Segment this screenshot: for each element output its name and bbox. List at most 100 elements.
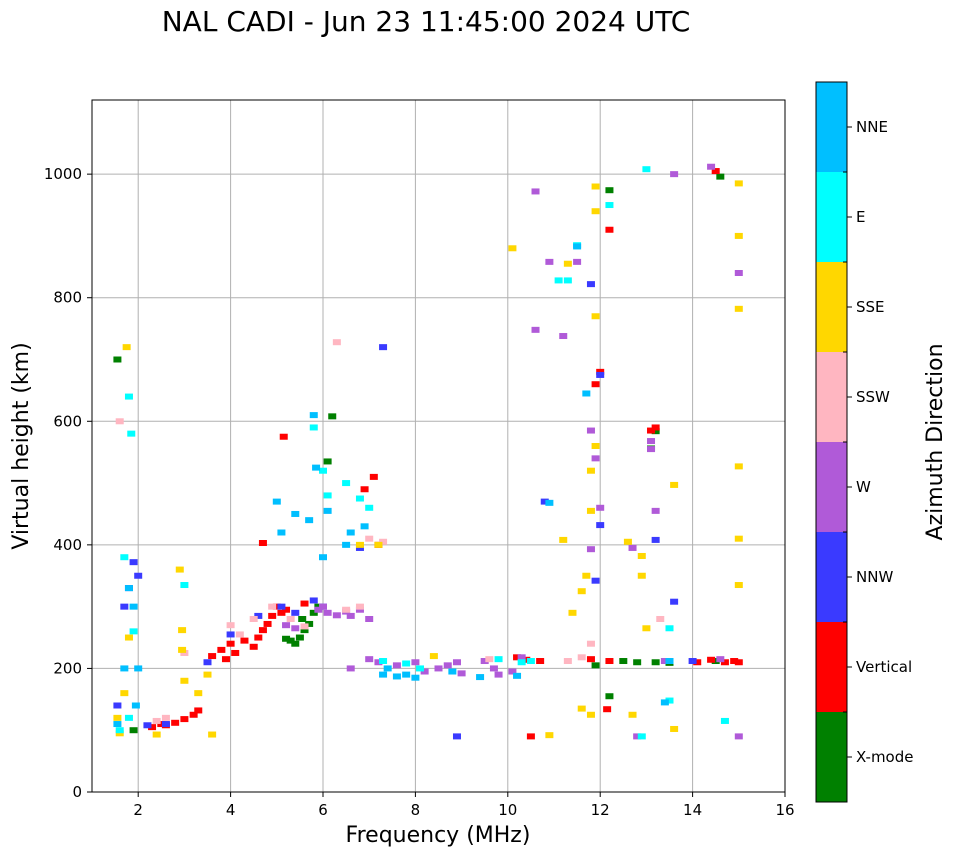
x-axis-label: Frequency (MHz) xyxy=(346,823,531,848)
data-point-nnw xyxy=(651,536,660,543)
data-point-vertical xyxy=(360,486,369,493)
data-point-vertical xyxy=(268,612,277,619)
data-point-w xyxy=(443,662,452,669)
data-point-sse xyxy=(208,731,217,738)
data-point-x-mode xyxy=(129,727,138,734)
y-tick-label: 400 xyxy=(53,536,82,554)
data-point-w xyxy=(365,616,374,622)
data-point-nnw xyxy=(540,498,549,505)
data-point-vertical xyxy=(277,609,286,616)
data-point-w xyxy=(660,658,669,665)
data-point-w xyxy=(480,658,489,665)
data-point-nne xyxy=(665,658,674,665)
data-point-vertical xyxy=(369,473,378,480)
data-point-nne xyxy=(113,721,122,728)
plot-frame xyxy=(91,99,786,793)
data-point-e xyxy=(319,467,327,474)
data-point-sse xyxy=(637,552,646,559)
data-point-vertical xyxy=(693,659,702,666)
data-point-nne xyxy=(392,673,401,680)
chart-title: NAL CADI - Jun 23 11:45:00 2024 UTC xyxy=(162,5,691,38)
data-point-w xyxy=(355,606,364,613)
data-point-nne xyxy=(379,671,388,678)
data-point-x-mode xyxy=(651,659,660,666)
data-point-e xyxy=(402,660,411,667)
data-point-e xyxy=(323,492,332,499)
data-point-nnw xyxy=(113,702,122,709)
data-point-sse xyxy=(120,690,129,697)
data-point-nnw xyxy=(379,344,388,351)
data-point-e xyxy=(355,495,364,502)
data-point-nne xyxy=(272,498,281,505)
data-point-x-mode xyxy=(591,662,600,669)
data-point-nnw xyxy=(134,572,143,579)
x-axis-ticks: 2 4 6 8 10 12 14 16 xyxy=(133,792,795,819)
data-point-vertical xyxy=(279,433,288,440)
data-point-sse xyxy=(203,671,212,678)
data-point-vertical xyxy=(263,620,272,627)
data-point-nnw xyxy=(120,603,129,610)
data-point-w xyxy=(707,163,716,170)
data-point-sse xyxy=(563,260,572,267)
data-point-nne xyxy=(660,699,669,706)
data-point-e xyxy=(129,628,138,635)
data-point-sse xyxy=(591,313,600,320)
data-point-w xyxy=(332,612,341,619)
data-point-w xyxy=(346,612,355,619)
colorbar-tick-label: Vertical xyxy=(856,658,912,676)
y-tick-label: 0 xyxy=(72,783,82,801)
data-point-vertical xyxy=(221,656,230,663)
data-point-e xyxy=(115,727,124,734)
data-point-w xyxy=(651,507,660,514)
data-point-sse xyxy=(122,344,131,351)
data-point-x-mode xyxy=(605,693,614,700)
data-point-ssw xyxy=(226,622,235,629)
data-point-vertical xyxy=(707,656,716,663)
x-tick-label: 10 xyxy=(498,801,517,819)
data-point-sse xyxy=(374,541,383,548)
data-point-nne xyxy=(309,412,318,419)
data-point-sse xyxy=(586,507,595,514)
data-point-nne xyxy=(342,541,351,548)
data-point-sse xyxy=(591,183,600,190)
data-point-vertical xyxy=(586,656,595,663)
data-point-sse xyxy=(623,538,632,545)
data-point-e xyxy=(554,277,563,284)
data-point-sse xyxy=(628,711,637,718)
data-point-nnw xyxy=(688,658,697,665)
data-point-x-mode xyxy=(633,659,642,666)
data-point-sse xyxy=(734,582,743,589)
data-point-nne xyxy=(513,672,522,679)
data-point-ssw xyxy=(563,658,572,665)
data-point-nne xyxy=(312,464,321,471)
colorbar-frame xyxy=(815,81,848,803)
data-point-ssw xyxy=(161,714,170,721)
data-point-vertical xyxy=(194,707,203,714)
data-point-nnw xyxy=(309,597,318,604)
data-point-nne xyxy=(476,674,485,681)
data-point-w xyxy=(494,671,503,678)
data-point-x-mode xyxy=(309,609,318,616)
data-point-w xyxy=(586,546,595,553)
data-point-w xyxy=(452,659,461,666)
data-point-vertical xyxy=(217,646,226,653)
data-point-nnw xyxy=(355,544,364,551)
colorbar-tick-label: E xyxy=(856,208,865,226)
data-point-e xyxy=(517,659,526,666)
data-point-nne xyxy=(448,668,457,675)
data-point-w xyxy=(323,609,332,616)
data-point-nne xyxy=(573,243,582,250)
data-point-nne xyxy=(134,665,143,672)
colorbar-tick-label: NNE xyxy=(856,118,888,136)
data-point-w xyxy=(346,665,355,672)
data-point-sse xyxy=(355,541,364,548)
colorbar-tick-label: X-mode xyxy=(856,748,913,766)
data-point-nnw xyxy=(254,612,263,619)
data-point-sse xyxy=(642,625,651,632)
data-point-ssw xyxy=(586,640,595,647)
colorbar-tick-label: NNW xyxy=(856,568,893,586)
data-point-e xyxy=(526,658,535,665)
data-point-w xyxy=(734,270,743,276)
data-point-nnw xyxy=(277,603,286,610)
data-point-x-mode xyxy=(291,640,300,647)
